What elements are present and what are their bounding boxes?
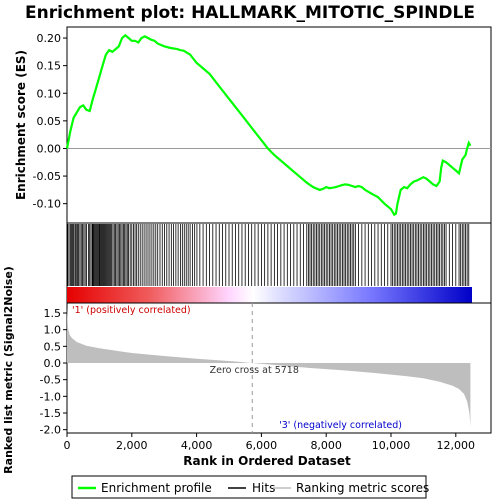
x-tick-label: 4,000 bbox=[181, 439, 213, 452]
positive-correlated-label: '1' (positively correlated) bbox=[72, 305, 191, 316]
legend-profile-label: Enrichment profile bbox=[101, 481, 212, 495]
x-tick-label: 6,000 bbox=[246, 439, 278, 452]
chart-title: Enrichment plot: HALLMARK_MITOTIC_SPINDL… bbox=[25, 3, 475, 23]
rank-tick-label: 0.5 bbox=[44, 340, 62, 353]
enrichment-profile-line bbox=[65, 33, 472, 217]
rank-tick-label: 1.0 bbox=[44, 324, 62, 337]
x-tick-label: 0 bbox=[64, 439, 71, 452]
es-y-ticks: 0.20 0.15 0.10 0.05 0.00 -0.05 -0.10 bbox=[33, 32, 67, 211]
rank-y-ticks: 1.5 1.0 0.5 0.0 -0.5 -1.0 -1.5 -2.0 bbox=[40, 307, 67, 437]
rank-color-bar bbox=[67, 287, 472, 303]
rank-tick-label: -2.0 bbox=[40, 424, 61, 437]
es-tick-label: 0.20 bbox=[37, 32, 62, 45]
es-tick-label: -0.10 bbox=[33, 198, 61, 211]
rank-tick-label: -1.0 bbox=[40, 390, 61, 403]
es-tick-label: 0.00 bbox=[37, 142, 62, 155]
es-y-axis-label: Enrichment score (ES) bbox=[14, 50, 28, 200]
rank-y-axis-label: Ranked list metric (Signal2Noise) bbox=[2, 266, 15, 474]
es-panel-frame bbox=[66, 26, 492, 224]
x-axis-ticks: 0 2,000 4,000 6,000 8,000 10,000 12,000 bbox=[64, 433, 476, 452]
x-axis-label: Rank in Ordered Dataset bbox=[183, 454, 351, 468]
es-tick-label: 0.15 bbox=[37, 60, 62, 73]
zero-cross-label: Zero cross at 5718 bbox=[210, 365, 299, 376]
legend-hits-label: Hits bbox=[252, 481, 275, 495]
legend-ranking-label: Ranking metric scores bbox=[296, 481, 429, 495]
negative-correlated-label: '3' (negatively correlated) bbox=[279, 420, 402, 431]
rank-tick-label: -1.5 bbox=[40, 407, 61, 420]
x-tick-label: 10,000 bbox=[372, 439, 411, 452]
legend-box bbox=[71, 475, 427, 499]
es-tick-label: 0.05 bbox=[37, 115, 62, 128]
es-tick-label: -0.05 bbox=[33, 170, 61, 183]
ranking-metric-area bbox=[67, 308, 471, 427]
x-tick-label: 12,000 bbox=[437, 439, 476, 452]
x-tick-label: 8,000 bbox=[310, 439, 342, 452]
es-tick-label: 0.10 bbox=[37, 87, 62, 100]
rank-tick-label: 1.5 bbox=[44, 307, 62, 320]
hit-marks bbox=[67, 224, 470, 286]
x-tick-label: 2,000 bbox=[116, 439, 148, 452]
rank-tick-label: -0.5 bbox=[40, 374, 61, 387]
rank-tick-label: 0.0 bbox=[44, 357, 62, 370]
